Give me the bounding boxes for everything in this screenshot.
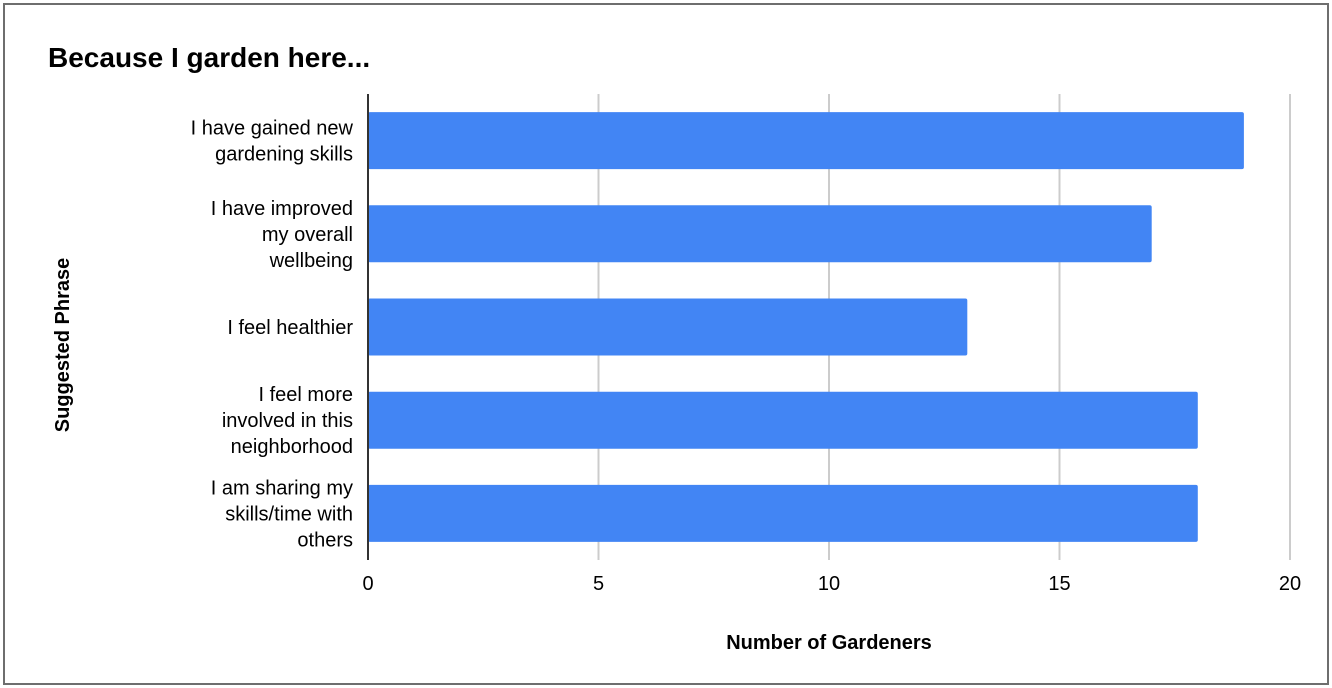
category-label: I have gained new gardening skills — [191, 118, 354, 166]
category-label: I feel healthier — [227, 317, 353, 339]
bar — [368, 391, 1198, 449]
x-axis-title: Number of Gardeners — [726, 632, 932, 654]
category-label: I am sharing my skills/time with others — [211, 477, 353, 551]
bar — [368, 298, 968, 356]
x-tick-label: 10 — [818, 573, 840, 595]
category-label: I feel more involved in this neighborhood — [222, 384, 353, 458]
chart-title: Because I garden here... — [48, 42, 370, 73]
y-axis-title: Suggested Phrase — [52, 258, 74, 433]
x-tick-label: 5 — [593, 573, 604, 595]
x-tick-labels: 0 5 10 15 20 — [362, 573, 1301, 595]
bar — [368, 112, 1244, 170]
bars — [368, 112, 1244, 542]
bar — [368, 205, 1152, 263]
category-labels: I have gained new gardening skills I have … — [191, 118, 354, 552]
category-label: I have improved my overall wellbeing — [211, 198, 353, 272]
bar — [368, 484, 1198, 542]
x-tick-label: 0 — [362, 573, 373, 595]
x-tick-label: 15 — [1048, 573, 1070, 595]
x-tick-label: 20 — [1279, 573, 1301, 595]
